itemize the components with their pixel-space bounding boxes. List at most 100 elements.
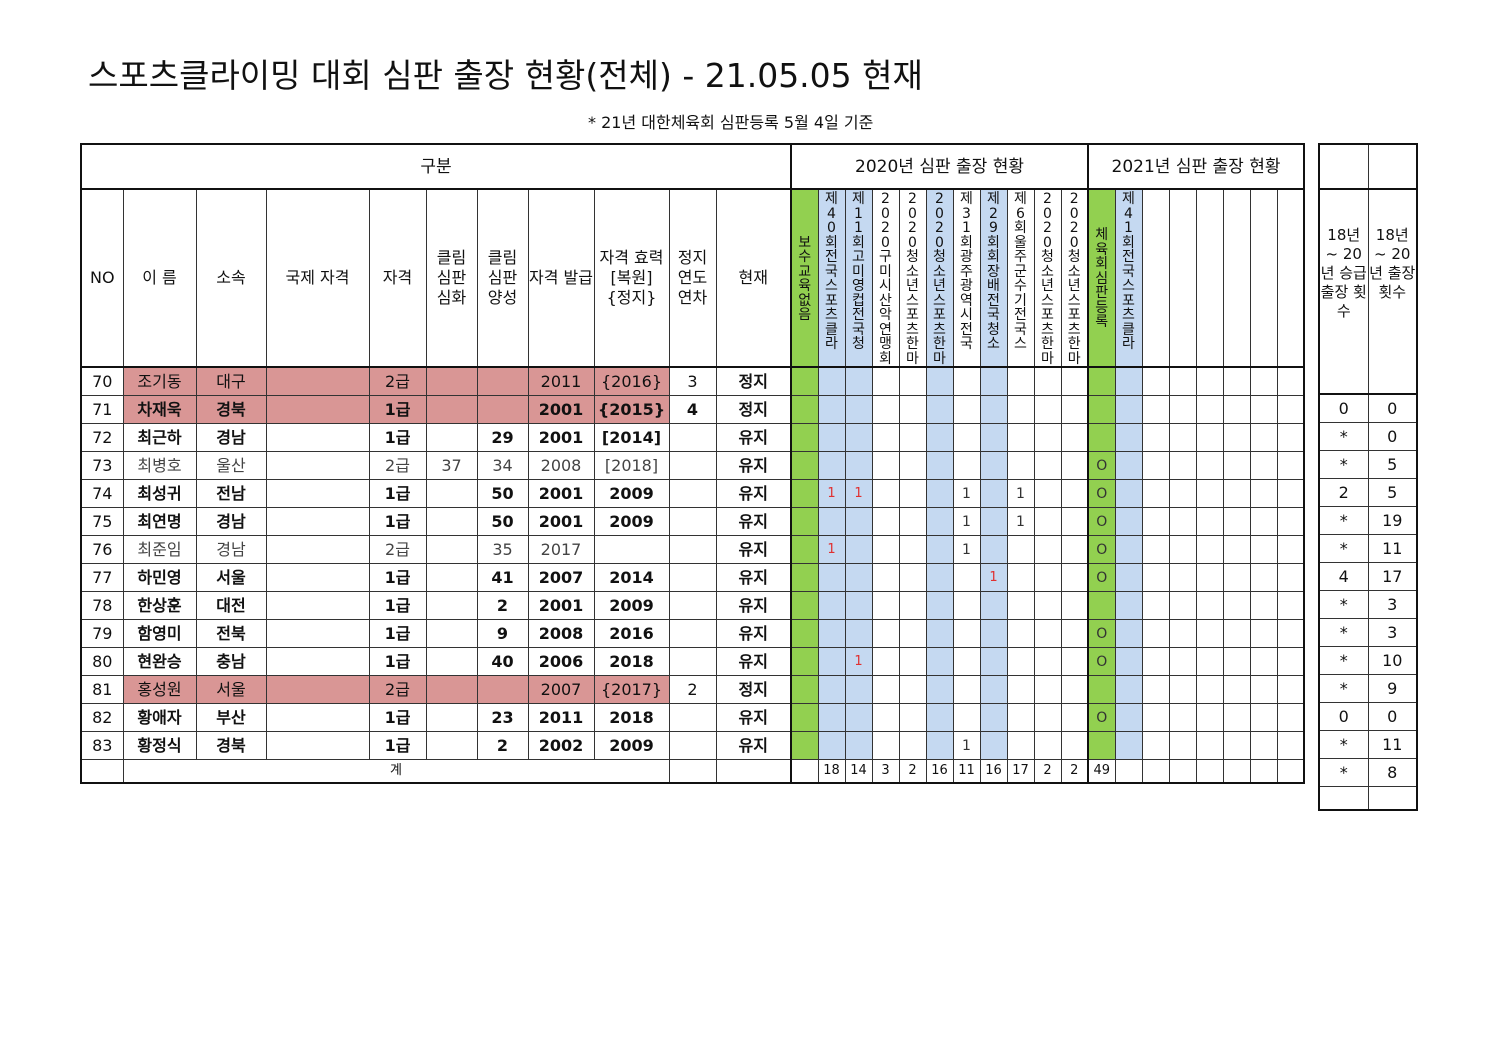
- event-2020-label: 제11회고미영컵전국청: [852, 191, 865, 352]
- promotion-count: 4: [1318, 562, 1369, 591]
- referee-name: 하민영: [122, 563, 197, 592]
- event-2020-cell: [1060, 563, 1089, 592]
- event-2020-cell: [925, 591, 954, 620]
- suspension-years: [668, 479, 717, 508]
- no-header: NO: [80, 188, 124, 368]
- event-2021-cell: [1114, 703, 1143, 732]
- event-2020-cell: [898, 647, 927, 676]
- referee-name: 황애자: [122, 703, 197, 732]
- event-2021-cell: [1141, 479, 1170, 508]
- event-2020-cell: [871, 423, 900, 452]
- event-2020-cell: [844, 703, 873, 732]
- event-2020-cell: [979, 451, 1008, 480]
- event-2021-cell: [1141, 647, 1170, 676]
- event-2020-cell: [979, 675, 1008, 704]
- summary-row: * 5: [1318, 450, 1418, 479]
- event-2020-cell: [1033, 535, 1062, 564]
- event-2020-cell: [790, 563, 819, 592]
- event-2020-cell: [790, 423, 819, 452]
- event-2020-cell: [844, 423, 873, 452]
- event-2021-cell: [1249, 479, 1278, 508]
- event-2020-cell: [817, 703, 846, 732]
- event-2021-cell: [1114, 563, 1143, 592]
- event-2021-cell: [1222, 451, 1251, 480]
- affiliation: 서울: [195, 675, 267, 704]
- event-2021-cell: [1168, 366, 1197, 396]
- basic-training: 23: [476, 703, 529, 732]
- dispatch-count: 0: [1367, 702, 1418, 731]
- event-2021-cell: [1195, 479, 1224, 508]
- event-2021-cell: [1168, 535, 1197, 564]
- event-2020-cell: [898, 507, 927, 536]
- intl-cert: [265, 619, 370, 648]
- summary-spacer-cell: [1318, 143, 1369, 190]
- row-no: 76: [80, 535, 124, 564]
- event-2020-cell: [898, 675, 927, 704]
- dispatch-count: 5: [1367, 478, 1418, 507]
- event-2020-cell: [1060, 395, 1089, 424]
- row-no: 80: [80, 647, 124, 676]
- event-2020-cell: [898, 366, 927, 396]
- event-2021-cell: O: [1087, 563, 1116, 592]
- totals-row: 계 18 14 3 2 16 11 16 17 2 2 49: [80, 759, 1305, 784]
- table-row: 76 최준임 경남 2급 35 2017 유지 1 1 O: [80, 535, 1305, 564]
- event-2021-cell: [1195, 507, 1224, 536]
- event-2020-cell: [898, 535, 927, 564]
- row-no: 70: [80, 366, 124, 396]
- referee-name: 조기동: [122, 366, 197, 396]
- event-2020-cell: [844, 451, 873, 480]
- event-2020-cell: [952, 366, 981, 396]
- event-2021-header: [1276, 188, 1305, 368]
- event-2020-header: 제31회광주광역시전국: [952, 188, 981, 368]
- event-2020-cell: [979, 423, 1008, 452]
- suspension-years: 2: [668, 675, 717, 704]
- promotion-count: *: [1318, 730, 1369, 759]
- event-2021-cell: [1222, 366, 1251, 396]
- promotion-count: *: [1318, 450, 1369, 479]
- cert-validity: 2018: [593, 703, 670, 732]
- event-2021-cell: O: [1087, 451, 1116, 480]
- event-2020-cell: [925, 563, 954, 592]
- event-2021-cell: [1141, 563, 1170, 592]
- event-2021-total: [1114, 759, 1143, 784]
- event-2021-cell: [1249, 703, 1278, 732]
- current-status: 유지: [715, 479, 792, 508]
- table-row: 73 최병호 울산 2급 37 34 2008 [2018] 유지 O: [80, 451, 1305, 480]
- event-2020-header: 2020청소년스포츠한마: [1033, 188, 1062, 368]
- event-2020-total: 2: [898, 759, 927, 784]
- summary-total-blank: [1318, 786, 1369, 811]
- suspension-years: [668, 535, 717, 564]
- basic-training: 35: [476, 535, 529, 564]
- event-2020-cell: [979, 535, 1008, 564]
- promotion-count: 0: [1318, 393, 1369, 423]
- promotion-count: 2: [1318, 478, 1369, 507]
- event-2020-cell: [1006, 591, 1035, 620]
- cert-validity: 2014: [593, 563, 670, 592]
- advanced-training: 37: [425, 451, 478, 480]
- promotion-count: *: [1318, 534, 1369, 563]
- event-2021-cell: [1276, 507, 1305, 536]
- cert-issued: 2008: [527, 619, 595, 648]
- event-2020-cell: [844, 731, 873, 760]
- event-2021-cell: [1087, 675, 1116, 704]
- event-2021-total: [1195, 759, 1224, 784]
- event-2021-cell: [1276, 619, 1305, 648]
- advanced-training: [425, 647, 478, 676]
- event-2020-cell: [1060, 535, 1089, 564]
- grade: 1급: [368, 479, 427, 508]
- affiliation: 서울: [195, 563, 267, 592]
- affiliation: 대전: [195, 591, 267, 620]
- event-2020-cell: [871, 451, 900, 480]
- event-2021-label: 체육회심판등록: [1095, 227, 1109, 331]
- event-2020-header: 2020청소년스포츠한마: [1060, 188, 1089, 368]
- affiliation: 충남: [195, 647, 267, 676]
- table-row: 82 황애자 부산 1급 23 2011 2018 유지 O: [80, 703, 1305, 732]
- event-2020-cell: [925, 423, 954, 452]
- referee-name: 최근하: [122, 423, 197, 452]
- advanced-training: [425, 703, 478, 732]
- summary-row: * 10: [1318, 646, 1418, 675]
- cert-validity-header: 자격 효력 [복원] {정지}: [593, 188, 670, 368]
- event-2020-total: 11: [952, 759, 981, 784]
- cert-issued: 2008: [527, 451, 595, 480]
